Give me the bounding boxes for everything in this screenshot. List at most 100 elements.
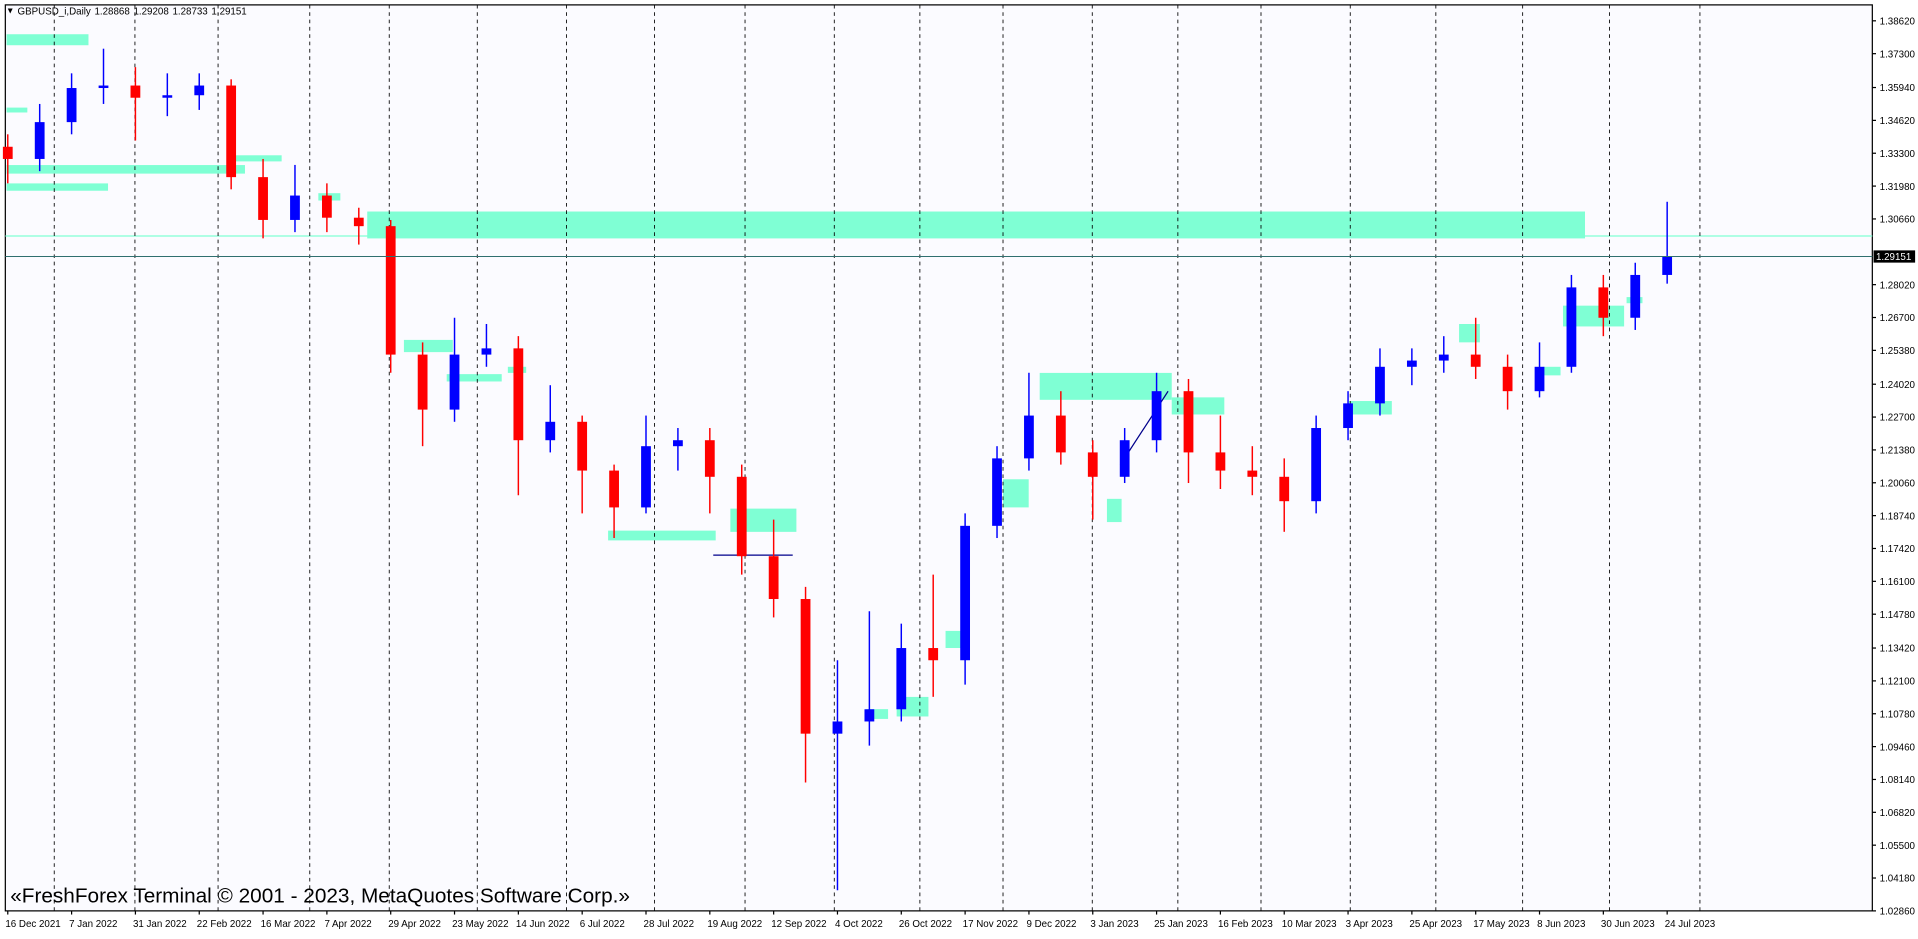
- zone: [1543, 366, 1561, 376]
- x-tick-label: 28 Jul 2022: [644, 919, 695, 930]
- y-tick-label: 1.17420: [1880, 544, 1916, 555]
- zones: [6, 34, 1643, 719]
- candle-body: [1566, 287, 1577, 367]
- x-tick-label: 14 Jun 2022: [516, 919, 570, 930]
- y-tick-label: 1.06820: [1880, 808, 1916, 819]
- plot-area: [4, 4, 1873, 912]
- y-tick-label: 1.09460: [1880, 742, 1916, 753]
- candle-body: [864, 709, 875, 722]
- candle-body: [577, 421, 588, 471]
- candle-body: [194, 85, 205, 96]
- time-axis: 16 Dec 2021 7 Jan 2022 31 Jan 2022 22 Feb 2…: [5, 910, 1715, 930]
- y-tick-label: 1.21380: [1880, 446, 1916, 457]
- y-tick-label: 1.04180: [1880, 874, 1916, 885]
- header-low: 1.28733: [172, 7, 207, 18]
- x-tick-label: 12 Sep 2022: [771, 919, 826, 930]
- candle-body: [1279, 476, 1290, 502]
- x-tick-label: 17 Nov 2022: [963, 919, 1018, 930]
- candle-body: [2, 146, 13, 159]
- candle-body: [130, 85, 141, 98]
- candles: [2, 48, 1673, 891]
- candle-body: [481, 348, 492, 355]
- y-tick-label: 1.18740: [1880, 511, 1916, 522]
- y-tick-label: 1.30660: [1880, 215, 1916, 226]
- header-high: 1.29208: [133, 7, 168, 18]
- candle-body: [1438, 354, 1449, 361]
- candle-body: [321, 195, 332, 218]
- y-tick-label: 1.02860: [1880, 907, 1916, 918]
- y-tick-label: 1.34620: [1880, 116, 1916, 127]
- y-tick-label: 1.31980: [1880, 182, 1916, 193]
- candle-body: [66, 88, 77, 123]
- zone: [1349, 401, 1392, 415]
- candle-body: [1534, 366, 1545, 392]
- x-tick-label: 7 Apr 2022: [324, 919, 371, 930]
- x-tick-label: 4 Oct 2022: [835, 919, 883, 930]
- candle-body: [896, 648, 907, 710]
- y-tick-label: 1.26700: [1880, 313, 1916, 324]
- last-price-label: 1.29151: [1876, 252, 1911, 263]
- candle-body: [800, 599, 811, 734]
- candle-body: [673, 440, 683, 447]
- zone: [866, 709, 889, 719]
- candle-body: [1406, 360, 1417, 367]
- x-tick-label: 3 Apr 2023: [1346, 919, 1393, 930]
- x-tick-label: 16 Feb 2023: [1218, 919, 1273, 930]
- zone: [6, 34, 89, 46]
- x-tick-label: 23 May 2022: [452, 919, 508, 930]
- candle-body: [609, 470, 619, 508]
- y-tick-label: 1.12100: [1880, 677, 1916, 688]
- zone: [1562, 305, 1625, 327]
- y-tick-label: 1.35940: [1880, 83, 1916, 94]
- x-tick-label: 16 Mar 2022: [261, 919, 316, 930]
- candle-body: [768, 556, 779, 600]
- y-tick-label: 1.28020: [1880, 280, 1916, 291]
- candle-body: [832, 721, 843, 734]
- candle-body: [290, 195, 300, 220]
- y-tick-label: 1.25380: [1880, 346, 1916, 357]
- candle-body: [1119, 440, 1130, 477]
- candle-body: [1311, 428, 1322, 502]
- zone: [1003, 479, 1029, 508]
- candle-body: [1024, 415, 1034, 459]
- candle-body: [1087, 452, 1098, 477]
- y-tick-label: 1.37300: [1880, 49, 1916, 60]
- candle-body: [1502, 366, 1513, 392]
- candle-body: [641, 446, 651, 508]
- y-tick-label: 1.33300: [1880, 149, 1916, 160]
- candle-body: [1183, 391, 1194, 453]
- candle-body: [162, 95, 173, 98]
- x-tick-label: 9 Dec 2022: [1026, 919, 1076, 930]
- menu-arrow[interactable]: [7, 8, 13, 14]
- candle-body: [513, 348, 524, 441]
- zone: [403, 339, 453, 353]
- price-axis: 1.38620 1.37300 1.35940 1.34620 1.33300 1.319…: [5, 16, 1916, 918]
- zone: [1171, 397, 1225, 415]
- x-tick-label: 26 Oct 2022: [899, 919, 952, 930]
- x-tick-label: 10 Mar 2023: [1282, 919, 1337, 930]
- last-price-tag: [1873, 250, 1916, 263]
- x-tick-label: 7 Jan 2022: [69, 919, 117, 930]
- candle-body: [704, 440, 715, 477]
- zone: [6, 183, 109, 191]
- candle-body: [736, 476, 747, 557]
- x-tick-label: 31 Jan 2022: [133, 919, 187, 930]
- candle-body: [353, 217, 364, 227]
- y-tick-label: 1.20060: [1880, 478, 1916, 489]
- candle-body: [1375, 366, 1385, 404]
- candle-body: [1662, 256, 1673, 275]
- watermark: «FreshForex Terminal © 2001 - 2023, Meta…: [10, 884, 630, 907]
- x-tick-label: 19 Aug 2022: [707, 919, 762, 930]
- zone: [1106, 498, 1122, 523]
- x-tick-label: 29 Apr 2022: [388, 919, 441, 930]
- zone: [367, 211, 1585, 239]
- zone: [1459, 324, 1480, 343]
- candle-body: [1470, 354, 1481, 367]
- x-tick-label: 8 Jun 2023: [1537, 919, 1585, 930]
- zone: [1039, 372, 1172, 400]
- candle-body: [385, 226, 396, 355]
- candle-body: [992, 458, 1002, 526]
- x-tick-label: 16 Dec 2021: [5, 919, 60, 930]
- candle-body: [1630, 274, 1641, 318]
